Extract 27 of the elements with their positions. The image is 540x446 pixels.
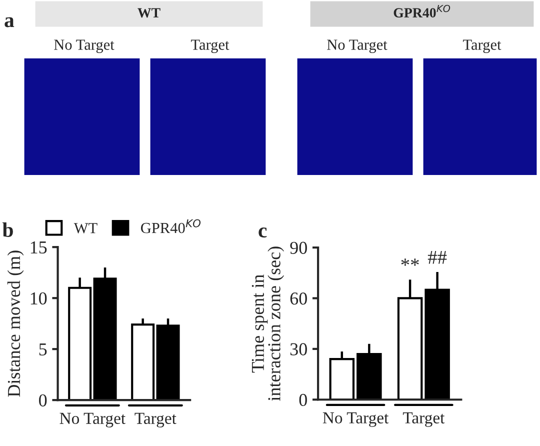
- y-tick-label: 30: [290, 343, 307, 356]
- chart-title: c: [258, 228, 267, 238]
- legend-label: GPR40$^{KO}$: [141, 219, 201, 234]
- y-axis-title: Distance moved (m): [7, 250, 24, 397]
- text: No Target: [327, 40, 388, 54]
- y-tick-label: 60: [290, 292, 307, 305]
- legend-label: WT: [74, 223, 98, 234]
- text: No Target: [54, 40, 114, 54]
- x-tick-label: Target: [402, 412, 445, 427]
- text: Target: [463, 40, 502, 54]
- text: GPR40$^{KO}$: [394, 4, 450, 18]
- y-tick-label: 0: [299, 394, 307, 406]
- y-tick-label: 0: [39, 394, 47, 407]
- chart-title: b: [2, 222, 13, 237]
- y-tick-label: 10: [30, 292, 47, 305]
- text: Target: [191, 40, 230, 54]
- text: WT: [138, 8, 160, 18]
- x-tick-label: Target: [134, 412, 176, 428]
- y-tick-label: 5: [39, 344, 47, 356]
- x-tick-label: No Target: [322, 412, 389, 427]
- x-tick-label: No Target: [60, 412, 126, 428]
- annotation: **: [401, 258, 419, 266]
- y-tick-label: 15: [30, 241, 47, 254]
- text: a: [4, 17, 14, 28]
- annotation: ##: [428, 250, 447, 264]
- y-axis-title: Time spent in interaction zone (sec): [252, 246, 284, 401]
- y-tick-label: 90: [290, 242, 307, 254]
